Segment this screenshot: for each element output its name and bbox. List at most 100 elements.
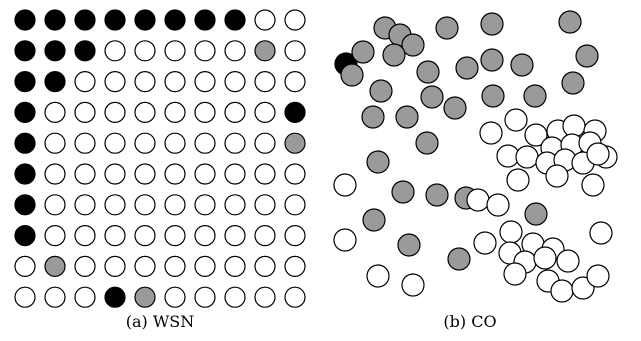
node bbox=[164, 101, 186, 124]
caption-a: (a) WSN bbox=[126, 312, 195, 331]
node bbox=[224, 40, 246, 62]
node bbox=[415, 131, 439, 155]
node bbox=[14, 101, 36, 124]
node bbox=[164, 225, 186, 247]
node bbox=[134, 70, 156, 93]
node bbox=[44, 132, 66, 154]
node bbox=[134, 255, 156, 277]
node bbox=[74, 101, 96, 124]
node bbox=[284, 101, 306, 124]
node bbox=[14, 163, 36, 185]
node bbox=[104, 101, 126, 124]
node bbox=[254, 101, 276, 124]
node bbox=[164, 70, 186, 93]
node bbox=[420, 85, 444, 109]
node bbox=[14, 225, 36, 247]
node bbox=[284, 225, 306, 247]
node bbox=[524, 123, 548, 147]
node bbox=[382, 43, 406, 67]
node bbox=[397, 233, 421, 257]
node bbox=[194, 101, 216, 124]
node bbox=[510, 53, 534, 77]
node bbox=[284, 132, 306, 154]
node bbox=[224, 255, 246, 277]
node bbox=[254, 40, 276, 62]
node bbox=[194, 132, 216, 154]
node bbox=[134, 9, 156, 31]
node bbox=[224, 132, 246, 154]
node bbox=[284, 194, 306, 216]
node bbox=[481, 84, 505, 108]
node bbox=[435, 16, 459, 40]
node bbox=[254, 9, 276, 31]
node bbox=[14, 40, 36, 62]
node bbox=[164, 40, 186, 62]
node bbox=[74, 225, 96, 247]
node bbox=[164, 194, 186, 216]
node bbox=[224, 9, 246, 31]
node bbox=[14, 255, 36, 277]
node bbox=[466, 188, 490, 212]
node bbox=[134, 286, 156, 308]
node bbox=[362, 208, 386, 232]
node bbox=[44, 286, 66, 308]
node bbox=[104, 40, 126, 62]
node bbox=[134, 132, 156, 154]
node bbox=[224, 70, 246, 93]
node bbox=[104, 9, 126, 31]
node bbox=[284, 40, 306, 62]
node bbox=[333, 173, 357, 197]
node bbox=[224, 101, 246, 124]
node bbox=[224, 286, 246, 308]
node bbox=[164, 163, 186, 185]
node bbox=[254, 286, 276, 308]
node bbox=[499, 220, 523, 244]
node bbox=[443, 96, 467, 120]
node bbox=[589, 221, 613, 245]
node bbox=[194, 163, 216, 185]
node bbox=[164, 132, 186, 154]
node bbox=[361, 105, 385, 129]
node bbox=[506, 168, 530, 192]
node bbox=[486, 193, 510, 217]
node bbox=[74, 9, 96, 31]
node bbox=[425, 183, 449, 207]
node bbox=[194, 9, 216, 31]
node bbox=[44, 101, 66, 124]
node bbox=[194, 225, 216, 247]
node bbox=[391, 180, 415, 204]
node bbox=[333, 228, 357, 252]
node bbox=[74, 255, 96, 277]
node bbox=[558, 10, 582, 34]
node bbox=[533, 246, 557, 270]
node bbox=[284, 286, 306, 308]
node bbox=[134, 194, 156, 216]
node bbox=[74, 70, 96, 93]
node bbox=[284, 163, 306, 185]
node bbox=[134, 163, 156, 185]
node bbox=[14, 9, 36, 31]
caption-b: (b) CO bbox=[443, 312, 496, 331]
wsn-grid bbox=[14, 9, 306, 308]
node bbox=[74, 132, 96, 154]
node bbox=[523, 84, 547, 108]
node bbox=[14, 194, 36, 216]
node bbox=[194, 40, 216, 62]
node bbox=[134, 40, 156, 62]
node bbox=[194, 286, 216, 308]
node bbox=[104, 225, 126, 247]
node bbox=[14, 286, 36, 308]
node bbox=[194, 194, 216, 216]
node bbox=[447, 247, 471, 271]
node bbox=[586, 264, 610, 288]
node bbox=[480, 12, 504, 36]
node bbox=[44, 163, 66, 185]
node bbox=[556, 249, 580, 273]
node bbox=[550, 279, 574, 303]
node bbox=[524, 202, 548, 226]
node bbox=[224, 194, 246, 216]
co-scatter bbox=[333, 10, 618, 303]
node bbox=[480, 48, 504, 72]
node bbox=[366, 150, 390, 174]
